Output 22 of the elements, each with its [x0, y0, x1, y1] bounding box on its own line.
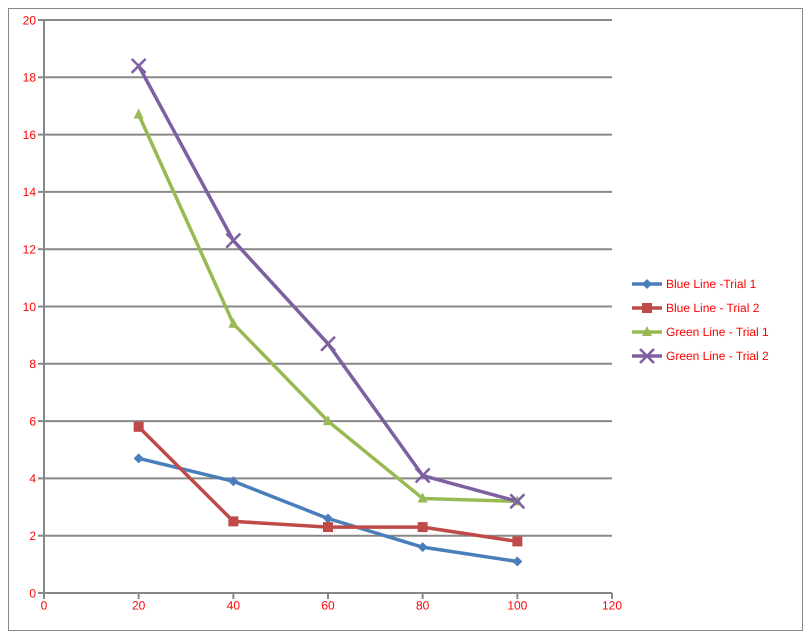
y-tick-label: 4 [29, 472, 36, 486]
legend-label: Blue Line -Trial 1 [666, 276, 756, 292]
y-tick-label: 2 [29, 528, 36, 543]
x-tick-label: 120 [602, 598, 622, 613]
legend-label: Green Line - Trial 2 [666, 348, 769, 364]
y-tick-label: 8 [29, 357, 36, 372]
x-tick-label: 60 [321, 598, 335, 613]
y-tick-label: 14 [22, 185, 36, 200]
y-tick-label: 6 [29, 414, 36, 428]
y-tick-label: 16 [22, 128, 36, 142]
y-tick-label: 12 [22, 242, 36, 256]
x-tick-label: 20 [132, 598, 146, 613]
x-tick-label: 80 [416, 598, 430, 613]
x-tick-label: 100 [507, 598, 528, 613]
x-tick-label: 0 [40, 598, 48, 613]
legend-label: Blue Line - Trial 2 [666, 300, 760, 316]
y-tick-label: 20 [22, 13, 36, 28]
legend-label: Green Line - Trial 1 [666, 324, 769, 340]
y-tick-label: 0 [29, 586, 36, 600]
x-tick-label: 40 [226, 598, 240, 613]
y-tick-label: 18 [22, 70, 36, 85]
y-tick-label: 10 [22, 300, 36, 314]
